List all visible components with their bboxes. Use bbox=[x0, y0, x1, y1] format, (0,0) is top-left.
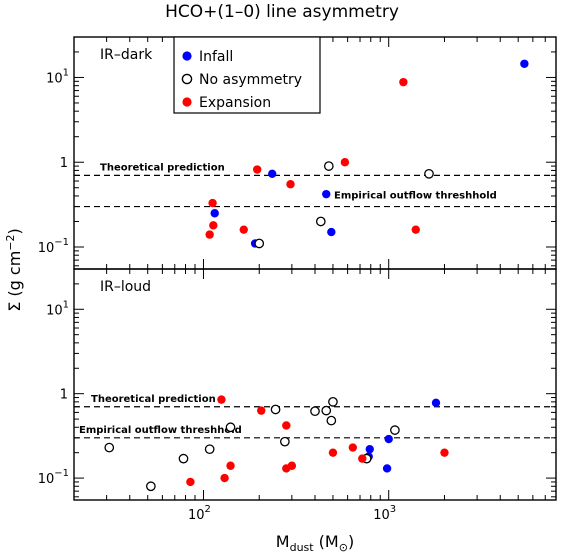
data-point-infall bbox=[268, 169, 277, 179]
data-point-expansion bbox=[205, 230, 214, 239]
data-point-no-asymmetry bbox=[204, 444, 215, 455]
y-tick-label: 101 bbox=[46, 299, 69, 318]
reference-line-label: Theoretical prediction bbox=[100, 162, 225, 173]
data-point-no-asymmetry bbox=[315, 216, 326, 227]
data-point-expansion bbox=[328, 448, 338, 457]
chart-title: HCO+(1–0) line asymmetry bbox=[165, 2, 399, 22]
data-point-infall bbox=[382, 464, 392, 473]
data-point-infall bbox=[210, 209, 219, 218]
data-point-no-asymmetry bbox=[146, 481, 156, 492]
data-point-no-asymmetry bbox=[424, 168, 434, 179]
data-point-expansion bbox=[208, 198, 217, 208]
data-point-expansion bbox=[220, 473, 229, 483]
data-point-expansion bbox=[348, 443, 358, 452]
data-point-expansion bbox=[286, 180, 295, 189]
data-point-infall bbox=[431, 398, 441, 407]
y-tick-label: 1 bbox=[60, 156, 68, 171]
panel-label: IR–dark bbox=[100, 47, 153, 63]
data-point-no-asymmetry bbox=[321, 405, 332, 416]
legend-label: Infall bbox=[199, 49, 233, 65]
data-point-expansion bbox=[282, 464, 291, 473]
legend-marker bbox=[182, 97, 192, 107]
panel-frame bbox=[73, 268, 557, 501]
legend-label: No asymmetry bbox=[199, 72, 302, 88]
x-axis-title: Mdust (M⊙) bbox=[276, 532, 354, 553]
data-point-expansion bbox=[209, 221, 218, 230]
x-tick-label: 102 bbox=[188, 504, 211, 523]
data-point-no-asymmetry bbox=[254, 238, 265, 249]
data-point-expansion bbox=[358, 454, 367, 463]
data-point-no-asymmetry bbox=[328, 397, 338, 407]
data-point-expansion bbox=[217, 395, 226, 404]
reference-line-label: Empirical outflow threshhold bbox=[79, 425, 242, 436]
data-point-no-asymmetry bbox=[280, 436, 290, 447]
data-point-no-asymmetry bbox=[270, 404, 281, 415]
data-point-expansion bbox=[186, 477, 195, 487]
x-tick-label: 103 bbox=[373, 504, 396, 523]
data-point-expansion bbox=[282, 421, 291, 430]
reference-line-label: Theoretical prediction bbox=[91, 394, 216, 405]
y-tick-label: 101 bbox=[46, 67, 69, 86]
y-tick-label: 1 bbox=[60, 388, 68, 403]
data-point-no-asymmetry bbox=[326, 415, 337, 426]
y-axis-title: Σ (g cm−2) bbox=[4, 228, 24, 312]
y-tick-label: 10−1 bbox=[38, 237, 69, 256]
data-point-no-asymmetry bbox=[310, 406, 320, 417]
y-tick-label: 10−1 bbox=[38, 468, 69, 487]
data-point-expansion bbox=[411, 225, 420, 234]
data-point-no-asymmetry bbox=[225, 422, 236, 433]
reference-line-label: Empirical outflow threshhold bbox=[334, 191, 497, 202]
data-point-infall bbox=[384, 434, 393, 444]
data-point-expansion bbox=[226, 461, 235, 470]
data-point-no-asymmetry bbox=[104, 442, 115, 453]
data-point-infall bbox=[520, 59, 529, 68]
data-point-infall bbox=[322, 189, 331, 199]
legend-marker bbox=[182, 51, 192, 61]
legend-marker bbox=[181, 73, 193, 85]
data-point-expansion bbox=[253, 165, 262, 174]
data-point-no-asymmetry bbox=[178, 453, 189, 464]
data-point-expansion bbox=[440, 448, 449, 457]
data-point-expansion bbox=[399, 77, 408, 87]
legend-label: Expansion bbox=[199, 95, 271, 111]
data-point-infall bbox=[365, 444, 374, 454]
data-point-expansion bbox=[239, 225, 248, 234]
data-point-infall bbox=[327, 227, 336, 237]
data-point-expansion bbox=[340, 158, 350, 167]
panel-label: IR–loud bbox=[100, 279, 151, 295]
data-point-expansion bbox=[257, 406, 266, 415]
legend-box bbox=[173, 36, 321, 114]
data-point-no-asymmetry bbox=[323, 161, 334, 171]
data-point-no-asymmetry bbox=[390, 425, 400, 435]
